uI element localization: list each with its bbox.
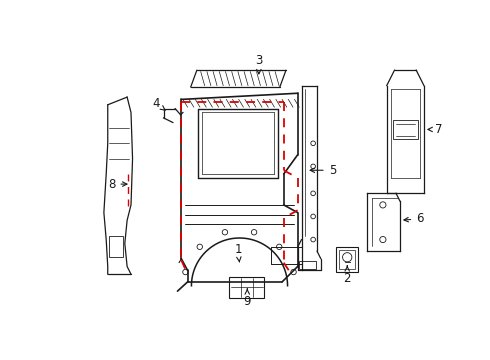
Text: 7: 7: [428, 123, 442, 136]
Bar: [393, 120, 418, 139]
Text: 6: 6: [404, 212, 424, 225]
Bar: [229, 276, 264, 298]
Text: 3: 3: [255, 54, 263, 74]
Text: 9: 9: [244, 289, 251, 308]
Bar: [299, 261, 316, 269]
Text: 5: 5: [310, 164, 336, 177]
Bar: [336, 247, 358, 272]
Text: 8: 8: [108, 177, 127, 190]
Bar: [340, 250, 355, 269]
Text: 4: 4: [152, 97, 165, 110]
Bar: [109, 236, 123, 257]
Text: 2: 2: [343, 266, 351, 284]
Text: 1: 1: [234, 243, 242, 262]
